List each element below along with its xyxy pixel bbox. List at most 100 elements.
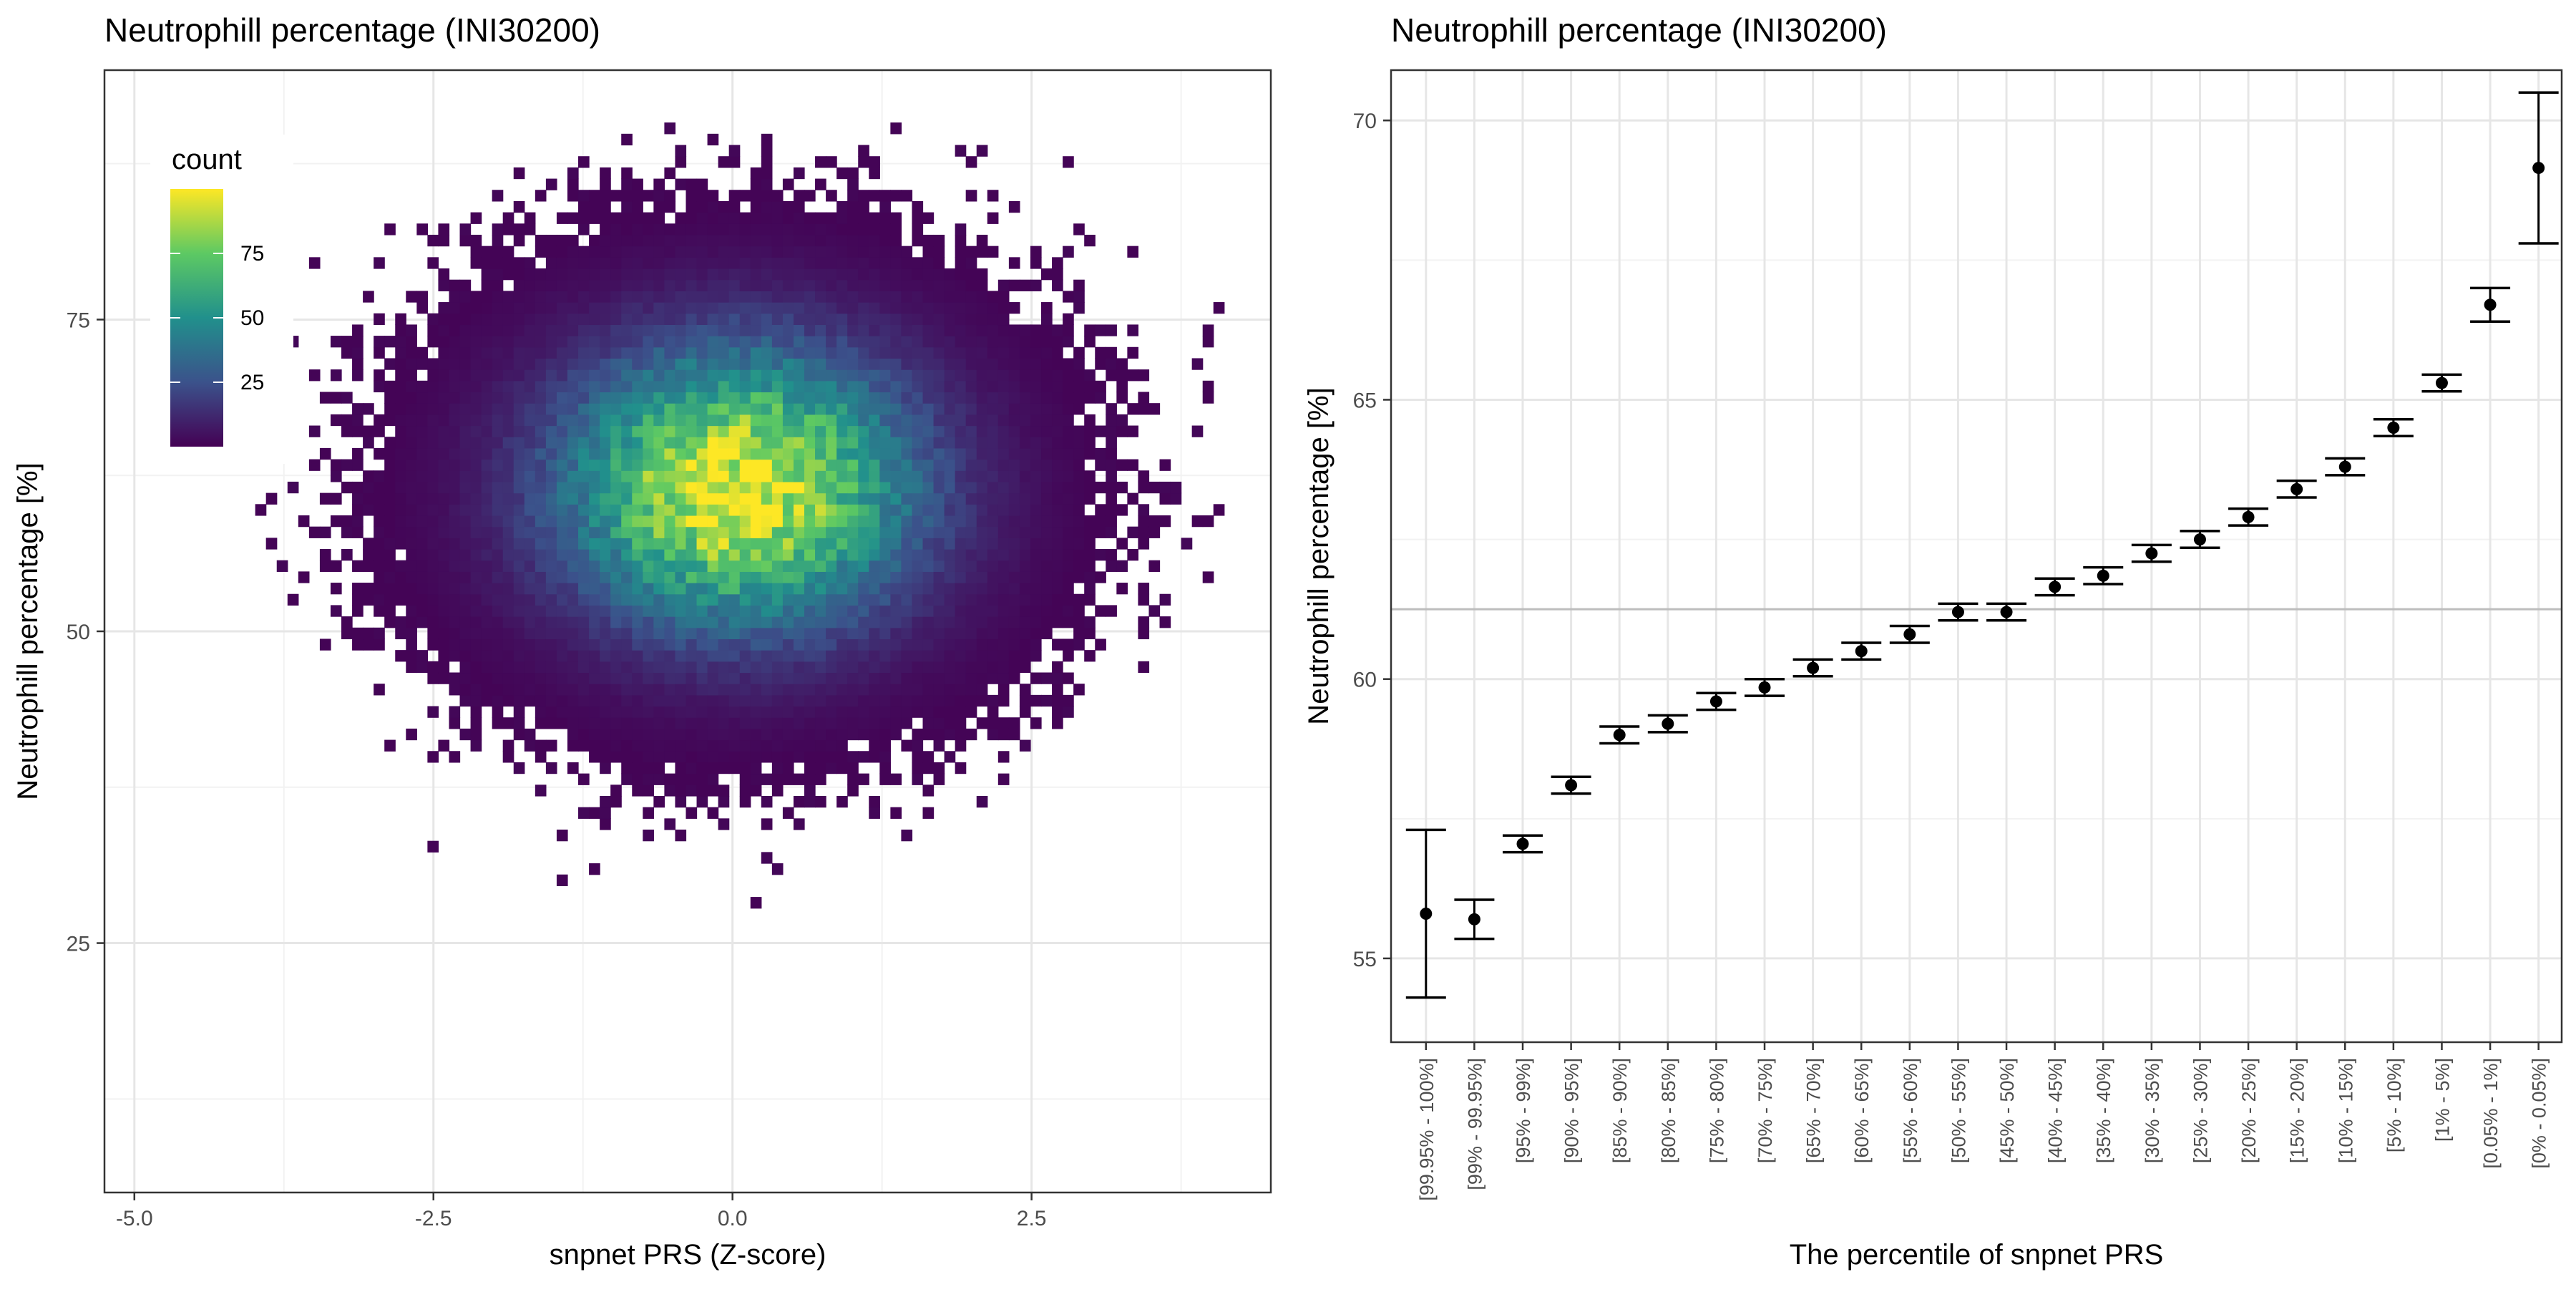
heatmap-tile	[513, 279, 525, 291]
heatmap-tile	[513, 425, 525, 437]
heatmap-tile	[406, 414, 417, 427]
heatmap-tile	[664, 257, 676, 269]
heatmap-tile	[1148, 481, 1161, 494]
heatmap-tile	[707, 638, 719, 651]
heatmap-tile	[696, 313, 708, 326]
heatmap-tile	[653, 650, 665, 662]
heatmap-tile	[1106, 605, 1117, 617]
heatmap-tile	[912, 650, 924, 662]
heatmap-tile	[524, 672, 536, 684]
heatmap-tile	[374, 593, 385, 606]
heatmap-tile	[728, 526, 741, 538]
heatmap-tile	[718, 291, 730, 303]
heatmap-tile	[1008, 257, 1020, 269]
heatmap-tile	[374, 414, 385, 427]
heatmap-tile	[718, 268, 730, 281]
heatmap-tile	[815, 739, 826, 752]
heatmap-tile	[416, 593, 428, 606]
heatmap-tile	[686, 538, 698, 550]
heatmap-tile	[1063, 560, 1074, 572]
heatmap-tile	[470, 706, 482, 718]
heatmap-tile	[567, 336, 579, 348]
heatmap-tile	[793, 492, 805, 505]
heatmap-tile	[1202, 380, 1214, 393]
heatmap-tile	[643, 672, 654, 684]
heatmap-tile	[847, 447, 859, 460]
heatmap-tile	[492, 369, 504, 382]
heatmap-tile	[492, 358, 504, 370]
heatmap-tile	[481, 661, 493, 674]
heatmap-tile	[675, 560, 687, 572]
heatmap-tile	[1041, 605, 1053, 617]
heatmap-tile	[793, 414, 805, 427]
heatmap-tile	[502, 380, 514, 393]
heatmap-tile	[352, 583, 364, 595]
heatmap-tile	[341, 414, 353, 427]
heatmap-tile	[1052, 346, 1063, 359]
heatmap-tile	[600, 313, 611, 326]
heatmap-tile	[965, 616, 977, 628]
heatmap-tile	[761, 706, 773, 718]
heatmap-tile	[567, 425, 579, 437]
heatmap-tile	[1008, 571, 1020, 583]
heatmap-tile	[696, 638, 708, 651]
heatmap-tile	[470, 504, 482, 516]
heatmap-tile	[793, 583, 805, 595]
heatmap-tile	[621, 706, 633, 718]
heatmap-tile	[610, 234, 622, 247]
heatmap-tile	[922, 504, 935, 516]
heatmap-tile	[912, 492, 924, 505]
heatmap-tile	[1095, 526, 1106, 538]
heatmap-tile	[707, 403, 719, 415]
heatmap-tile	[847, 302, 859, 314]
heatmap-tile	[912, 392, 924, 404]
heatmap-tile	[933, 694, 945, 707]
heatmap-tile	[1073, 346, 1085, 359]
heatmap-tile	[610, 515, 622, 528]
heatmap-tile	[535, 234, 547, 247]
heatmap-tile	[847, 549, 859, 561]
heatmap-tile	[1008, 346, 1020, 359]
heatmap-tile	[1127, 492, 1139, 505]
heatmap-tile	[728, 583, 741, 595]
heatmap-tile	[901, 593, 913, 606]
heatmap-tile	[1019, 324, 1031, 336]
heatmap-tile	[901, 425, 913, 437]
heatmap-tile	[987, 447, 999, 460]
heatmap-tile	[578, 717, 590, 729]
heatmap-tile	[567, 358, 579, 370]
heatmap-tile	[890, 212, 902, 224]
heatmap-tile	[965, 336, 977, 348]
heatmap-tile	[1008, 324, 1020, 336]
heatmap-tile	[771, 212, 784, 224]
heatmap-tile	[621, 246, 633, 258]
heatmap-tile	[513, 291, 525, 303]
heatmap-tile	[761, 593, 773, 606]
heatmap-tile	[944, 583, 956, 595]
heatmap-tile	[653, 773, 665, 785]
heatmap-tile	[513, 346, 525, 359]
heatmap-tile	[1116, 369, 1128, 382]
heatmap-tile	[567, 313, 579, 326]
heatmap-tile	[771, 762, 784, 774]
heatmap-tile	[653, 369, 665, 382]
heatmap-tile	[761, 549, 773, 561]
heatmap-tile	[653, 200, 665, 213]
heatmap-tile	[470, 672, 482, 684]
heatmap-tile	[955, 358, 967, 370]
heatmap-tile	[944, 661, 956, 674]
heatmap-tile	[653, 447, 665, 460]
heatmap-tile	[643, 650, 654, 662]
heatmap-tile	[815, 728, 826, 741]
heatmap-tile	[782, 358, 794, 370]
heatmap-tile	[997, 773, 1010, 785]
heatmap-tile	[1138, 403, 1150, 415]
heatmap-tile	[492, 549, 504, 561]
heatmap-tile	[610, 190, 622, 202]
heatmap-tile	[610, 785, 622, 797]
heatmap-tile	[589, 246, 600, 258]
heatmap-tile	[492, 650, 504, 662]
heatmap-tile	[384, 223, 396, 235]
legend-title: count	[172, 144, 242, 175]
heatmap-tile	[406, 638, 417, 651]
